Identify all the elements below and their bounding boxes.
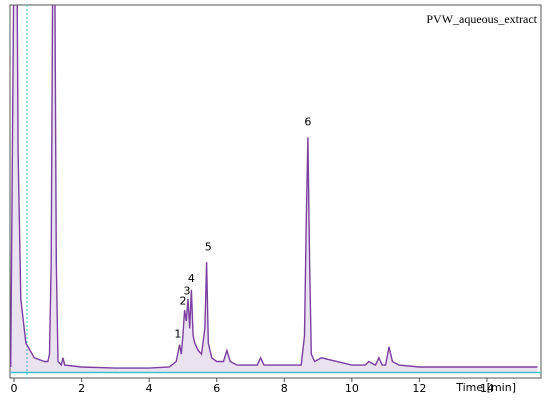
x-axis-label: Time [min] bbox=[455, 381, 516, 394]
peak-label: 6 bbox=[304, 116, 311, 129]
x-tick-label: 0 bbox=[11, 382, 18, 395]
plot-frame bbox=[9, 4, 542, 379]
line bbox=[10, 5, 538, 369]
peak-label: 5 bbox=[205, 241, 212, 254]
legend-entry: PVW_aqueous_extract bbox=[426, 12, 537, 26]
x-tick-label: 2 bbox=[78, 382, 85, 395]
peak-label: 4 bbox=[188, 272, 195, 285]
x-tick-label: 12 bbox=[412, 382, 426, 395]
peak-label: 2 bbox=[179, 295, 186, 308]
peak-label: 3 bbox=[184, 285, 191, 298]
peak-label: 1 bbox=[174, 328, 181, 341]
x-tick-label: 14 bbox=[480, 382, 494, 395]
x-tick-label: 8 bbox=[281, 382, 288, 395]
x-tick-label: 4 bbox=[146, 382, 153, 395]
x-tick-label: 10 bbox=[345, 382, 359, 395]
x-tick-label: 6 bbox=[213, 382, 220, 395]
